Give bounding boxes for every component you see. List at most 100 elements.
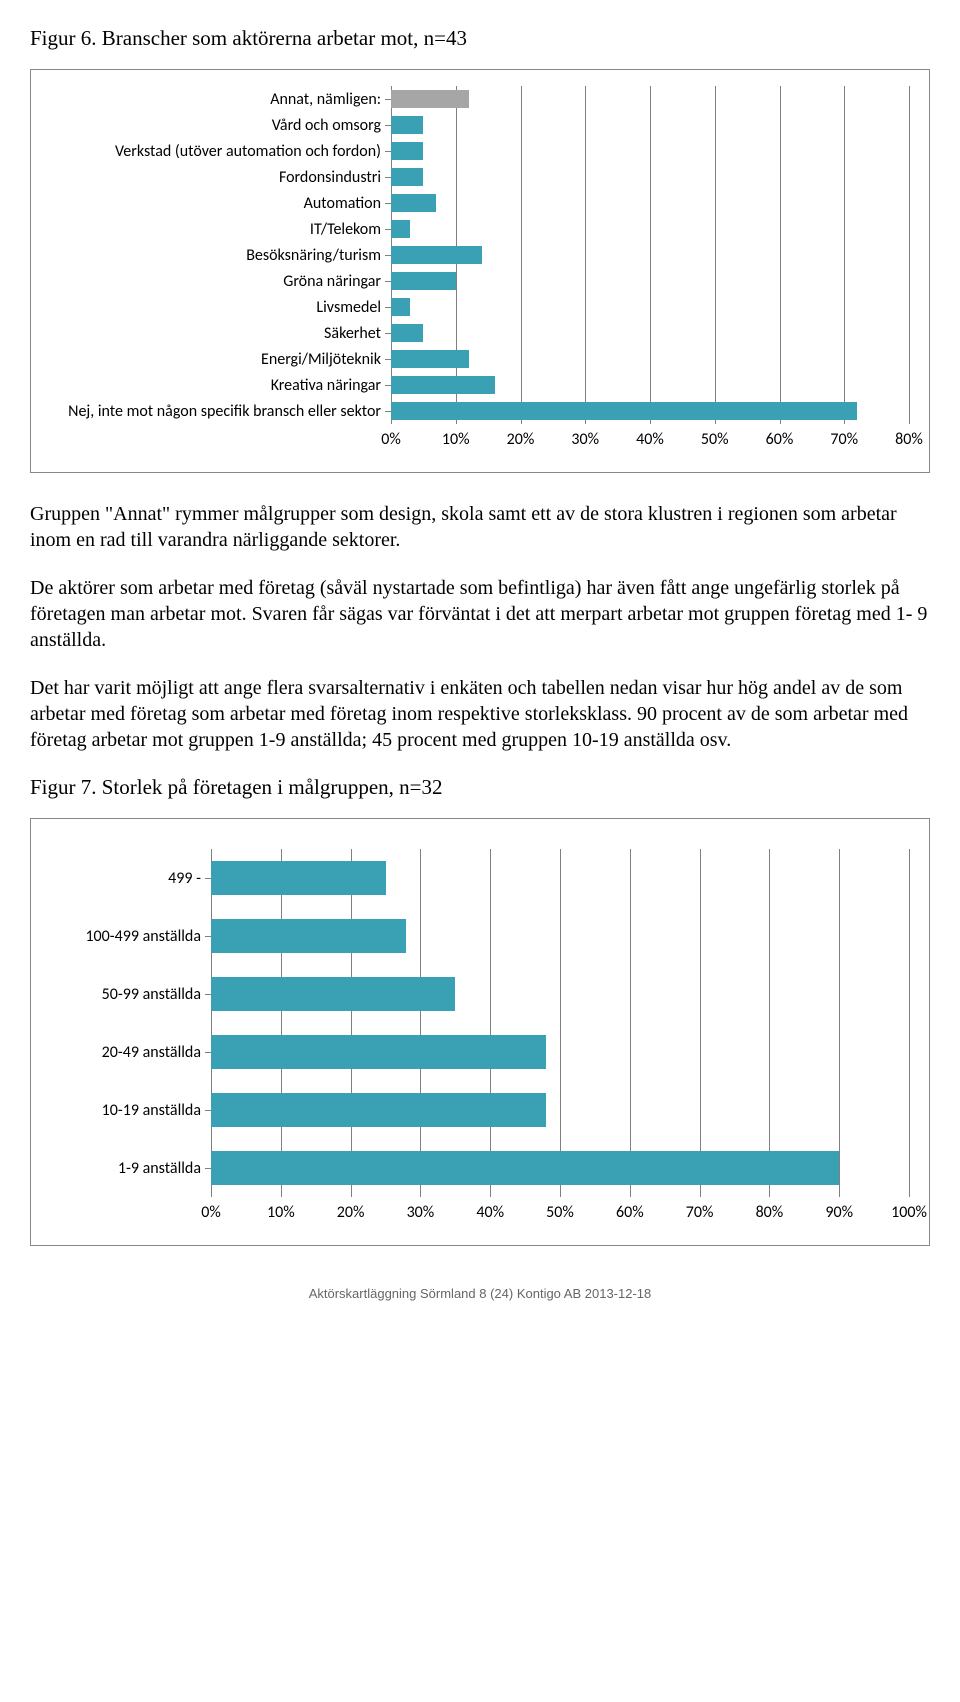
chart1-category-label: IT/Telekom — [51, 220, 391, 239]
chart1-bar — [391, 246, 482, 264]
chart1-row: Gröna näringar — [51, 268, 909, 294]
chart2-axis-tick: 80% — [756, 1203, 784, 1222]
chart1-bar — [391, 194, 436, 212]
chart1-row: Säkerhet — [51, 320, 909, 346]
body-text: Gruppen "Annat" rymmer målgrupper som de… — [30, 501, 930, 753]
chart1-bar — [391, 116, 423, 134]
chart2-row: 100-499 anställda — [51, 907, 909, 965]
chart1-category-label: Livsmedel — [51, 298, 391, 317]
chart1-row: Livsmedel — [51, 294, 909, 320]
chart2-category-label: 10-19 anställda — [51, 1101, 211, 1120]
chart2-plot-cell — [211, 1081, 909, 1139]
chart2-axis-tick: 20% — [337, 1203, 365, 1222]
chart2-bar — [211, 1151, 839, 1185]
chart2-plot-cell — [211, 907, 909, 965]
chart1-category-label: Kreativa näringar — [51, 376, 391, 395]
paragraph-2: De aktörer som arbetar med företag (såvä… — [30, 575, 930, 653]
chart1-category-label: Besöksnäring/turism — [51, 246, 391, 265]
chart1-axis-tick: 10% — [442, 430, 470, 449]
chart1-bar — [391, 350, 469, 368]
chart1-axis-tick: 80% — [895, 430, 923, 449]
chart1-bar — [391, 402, 857, 420]
chart1-plot-cell — [391, 164, 909, 190]
chart2-bar — [211, 1035, 546, 1069]
chart1-plot-cell — [391, 398, 909, 424]
chart1-category-label: Automation — [51, 194, 391, 213]
chart1-axis-tick: 60% — [766, 430, 794, 449]
chart2-category-label: 20-49 anställda — [51, 1043, 211, 1062]
chart2-axis-tick: 60% — [616, 1203, 644, 1222]
chart1-bar — [391, 168, 423, 186]
page-footer: Aktörskartläggning Sörmland 8 (24) Konti… — [30, 1286, 930, 1301]
chart1-bar — [391, 220, 410, 238]
chart2-category-label: 1-9 anställda — [51, 1159, 211, 1178]
chart2-axis-tick: 40% — [476, 1203, 504, 1222]
chart2-plot-cell — [211, 1139, 909, 1197]
paragraph-3: Det har varit möjligt att ange flera sva… — [30, 675, 930, 753]
chart1-category-label: Energi/Miljöteknik — [51, 350, 391, 369]
chart1-axis-tick: 40% — [636, 430, 664, 449]
chart1-bar — [391, 324, 423, 342]
chart2-category-label: 100-499 anställda — [51, 927, 211, 946]
chart1-plot-cell — [391, 346, 909, 372]
chart2-plot-cell — [211, 849, 909, 907]
chart1-plot-cell — [391, 294, 909, 320]
chart1-plot-cell — [391, 320, 909, 346]
chart2-axis-tick: 100% — [891, 1203, 927, 1222]
chart1-plot-cell — [391, 216, 909, 242]
chart1-bar — [391, 376, 495, 394]
figure7-title: Figur 7. Storlek på företagen i målgrupp… — [30, 775, 930, 800]
chart2-axis-tick: 90% — [825, 1203, 853, 1222]
chart1-category-label: Nej, inte mot någon specifik bransch ell… — [51, 402, 391, 421]
chart1-plot-cell — [391, 242, 909, 268]
chart2-row: 50-99 anställda — [51, 965, 909, 1023]
chart2-row: 10-19 anställda — [51, 1081, 909, 1139]
chart1-plot-cell — [391, 372, 909, 398]
chart1-bar — [391, 142, 423, 160]
chart2-row: 1-9 anställda — [51, 1139, 909, 1197]
chart2-bar — [211, 919, 406, 953]
chart1-row: IT/Telekom — [51, 216, 909, 242]
chart1-plot-cell — [391, 190, 909, 216]
chart1-row: Energi/Miljöteknik — [51, 346, 909, 372]
chart2-row: 20-49 anställda — [51, 1023, 909, 1081]
chart1-category-label: Verkstad (utöver automation och fordon) — [51, 142, 391, 161]
chart1-plot-cell — [391, 86, 909, 112]
chart1-axis-tick: 50% — [701, 430, 729, 449]
chart2-axis-tick: 10% — [267, 1203, 295, 1222]
chart2-bar — [211, 1093, 546, 1127]
chart1-row: Kreativa näringar — [51, 372, 909, 398]
chart2-plot-cell — [211, 965, 909, 1023]
chart1-category-label: Gröna näringar — [51, 272, 391, 291]
chart1-row: Vård och omsorg — [51, 112, 909, 138]
chart1-row: Nej, inte mot någon specifik bransch ell… — [51, 398, 909, 424]
chart1-category-label: Fordonsindustri — [51, 168, 391, 187]
figure6-chart: Annat, nämligen: Vård och omsorg Verkstad … — [30, 69, 930, 473]
chart1-category-label: Annat, nämligen: — [51, 90, 391, 109]
chart1-row: Verkstad (utöver automation och fordon) — [51, 138, 909, 164]
chart2-axis-tick: 70% — [686, 1203, 714, 1222]
chart1-category-label: Vård och omsorg — [51, 116, 391, 135]
chart2-bar — [211, 977, 455, 1011]
chart2-bar — [211, 861, 386, 895]
chart2-row: 499 - — [51, 849, 909, 907]
chart1-axis-tick: 20% — [507, 430, 535, 449]
chart1-axis-tick: 30% — [571, 430, 599, 449]
chart1-plot-cell — [391, 138, 909, 164]
chart1-bar — [391, 90, 469, 108]
chart1-category-label: Säkerhet — [51, 324, 391, 343]
chart1-row: Annat, nämligen: — [51, 86, 909, 112]
chart2-category-label: 50-99 anställda — [51, 985, 211, 1004]
chart1-row: Automation — [51, 190, 909, 216]
figure6-title: Figur 6. Branscher som aktörerna arbetar… — [30, 26, 930, 51]
paragraph-1: Gruppen "Annat" rymmer målgrupper som de… — [30, 501, 930, 553]
chart1-axis-tick: 0% — [381, 430, 401, 449]
chart1-bar — [391, 298, 410, 316]
chart1-plot-cell — [391, 112, 909, 138]
chart1-row: Besöksnäring/turism — [51, 242, 909, 268]
chart2-category-label: 499 - — [51, 869, 211, 888]
chart2-plot-cell — [211, 1023, 909, 1081]
chart2-axis-tick: 30% — [407, 1203, 435, 1222]
chart1-plot-cell — [391, 268, 909, 294]
chart1-bar — [391, 272, 456, 290]
